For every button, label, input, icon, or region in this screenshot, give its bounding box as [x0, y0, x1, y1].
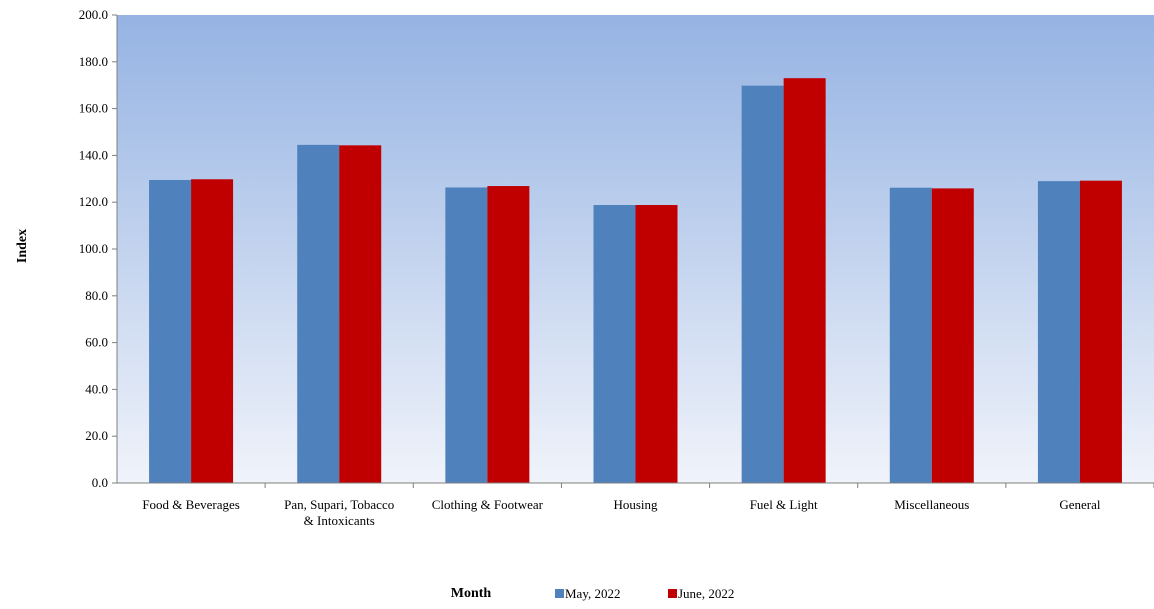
legend: Month May, 2022 June, 2022 [451, 586, 735, 601]
x-tick-label: Pan, Supari, Tobacco [284, 497, 394, 512]
x-tick-label: Clothing & Footwear [432, 497, 544, 512]
bar-may [741, 85, 784, 483]
x-tick-label: General [1059, 497, 1101, 512]
y-tick-label: 200.0 [79, 7, 108, 22]
bar-may [297, 144, 340, 483]
legend-swatch-june [668, 589, 677, 598]
bar-june [931, 188, 974, 484]
y-tick-label: 160.0 [79, 101, 108, 116]
x-tick-label: Fuel & Light [750, 497, 818, 512]
x-tick-label: Miscellaneous [894, 497, 969, 512]
x-axis-title: Month [451, 586, 492, 601]
bar-may [1037, 181, 1080, 483]
bar-may [445, 187, 488, 483]
bar-june [191, 179, 234, 483]
x-tick-label: Food & Beverages [142, 497, 239, 512]
y-tick-label: 40.0 [85, 381, 108, 396]
y-tick-label: 180.0 [79, 54, 108, 69]
bar-june [783, 78, 826, 484]
y-tick-label: 80.0 [85, 288, 108, 303]
x-tick-label: & Intoxicants [304, 513, 375, 528]
y-tick-label: 20.0 [85, 428, 108, 443]
bar-may [149, 179, 192, 483]
bar-june [1079, 180, 1122, 483]
y-axis-title: Index [15, 229, 30, 263]
bar-june [635, 205, 678, 483]
legend-label-june: June, 2022 [678, 586, 734, 601]
y-tick-label: 60.0 [85, 335, 108, 350]
legend-label-may: May, 2022 [565, 586, 621, 601]
bar-june [339, 145, 382, 483]
x-tick-label: Housing [613, 497, 658, 512]
bar-may [889, 187, 932, 483]
y-tick-label: 100.0 [79, 241, 108, 256]
legend-swatch-may [555, 589, 564, 598]
y-tick-label: 0.0 [92, 475, 108, 490]
y-tick-label: 120.0 [79, 194, 108, 209]
bar-june [487, 186, 530, 483]
y-tick-label: 140.0 [79, 147, 108, 162]
bar-may [593, 205, 636, 483]
